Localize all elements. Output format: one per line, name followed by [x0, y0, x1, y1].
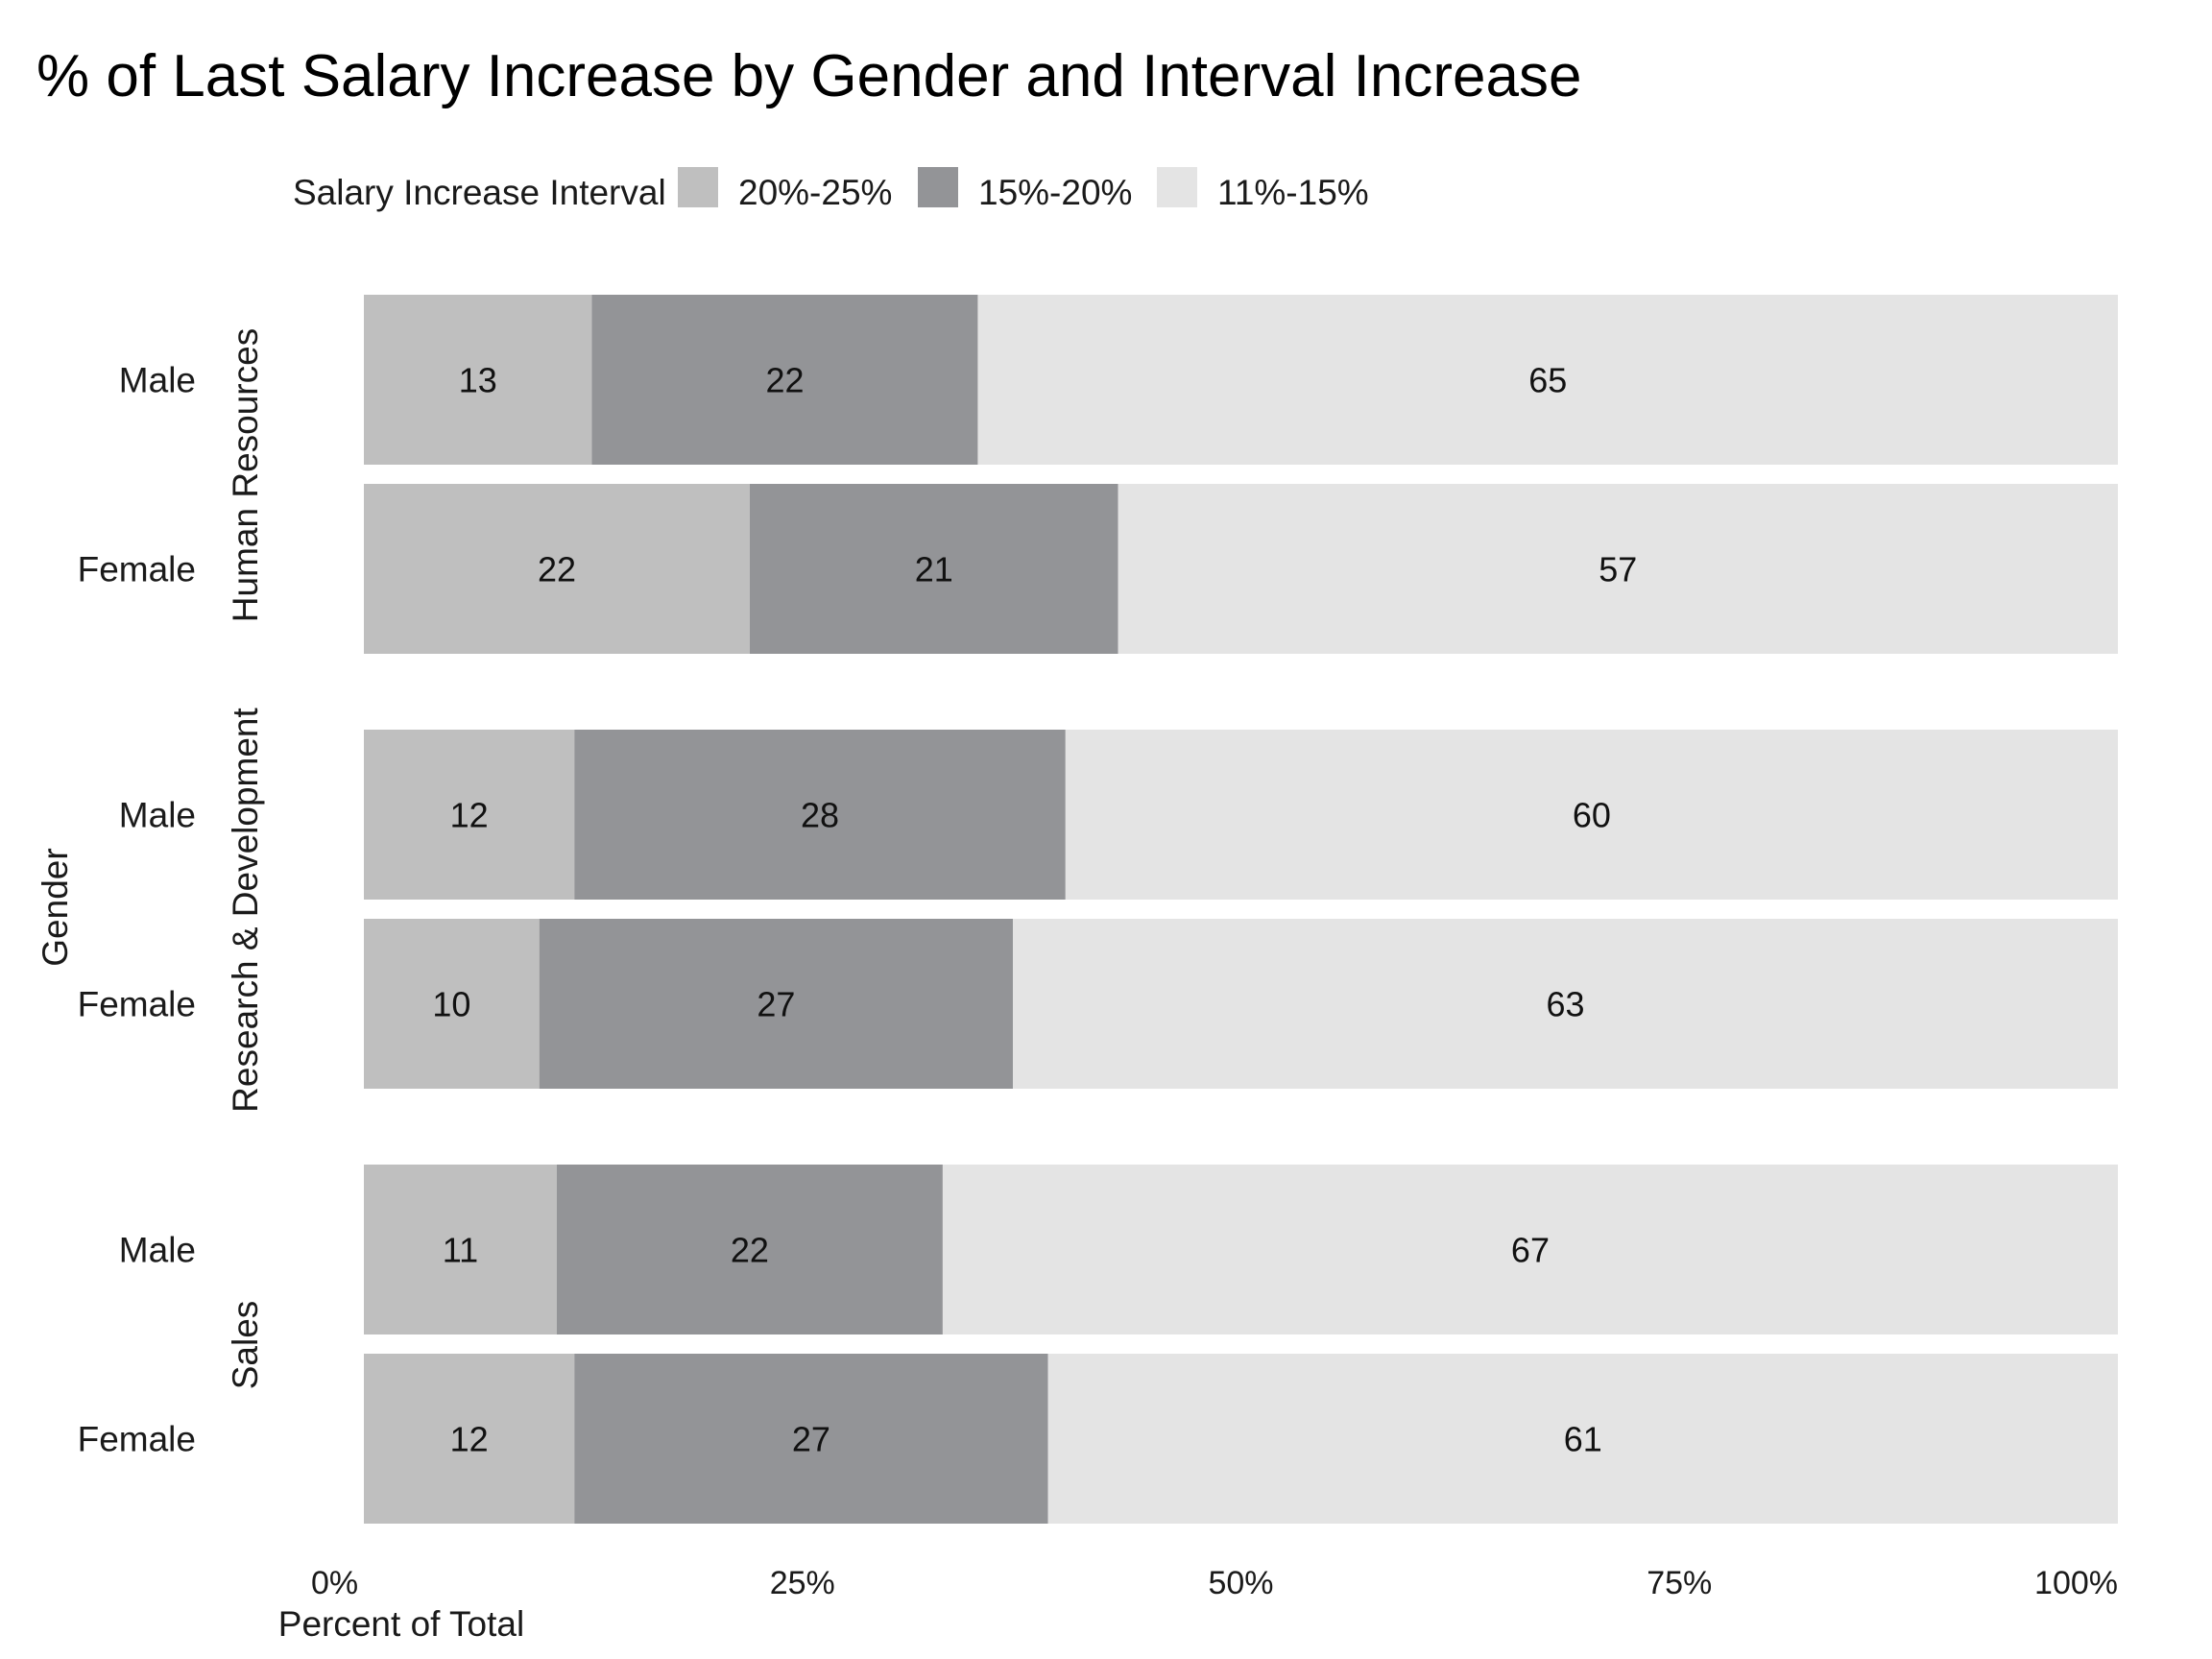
- facet-label-3: Sales: [226, 1301, 265, 1390]
- data-label-1-1-3: 65: [1528, 361, 1567, 400]
- bar-segment-2-2-2: [539, 919, 1013, 1089]
- category-label-1-2: Female: [78, 550, 196, 589]
- data-label-1-1-1: 13: [459, 361, 497, 400]
- data-label-3-2-3: 61: [1564, 1420, 1602, 1459]
- bar-segment-1-2-3: [1118, 484, 2118, 654]
- bar-segment-2-2-3: [1012, 919, 2118, 1089]
- bar-segment-1-2-1: [364, 484, 750, 654]
- bar-segment-1-1-2: [591, 295, 978, 465]
- y-axis-title: Gender: [36, 848, 75, 966]
- bar-segment-3-2-2: [574, 1354, 1048, 1524]
- bar-segment-3-1-1: [364, 1165, 557, 1334]
- facet-3: Sales Male 11 22 67 Female 12 27 61: [78, 1165, 2119, 1524]
- bar-segment-3-2-1: [364, 1354, 575, 1524]
- facet-label-1: Human Resources: [226, 328, 265, 622]
- bar-segment-2-1-2: [574, 730, 1066, 900]
- bar-segment-2-1-3: [1065, 730, 2118, 900]
- data-label-2-1-1: 12: [450, 796, 489, 835]
- chart-title: % of Last Salary Increase by Gender and …: [36, 43, 1581, 109]
- data-label-3-1-1: 11: [443, 1231, 478, 1270]
- data-label-3-1-3: 67: [1511, 1231, 1550, 1270]
- data-label-1-2-2: 21: [915, 550, 953, 589]
- bar-segment-3-2-3: [1047, 1354, 2118, 1524]
- x-tick-label-4: 75%: [1647, 1565, 1712, 1601]
- facet-label-2: Research & Development: [226, 707, 265, 1112]
- data-label-2-1-2: 28: [801, 796, 839, 835]
- bar-segment-3-1-3: [942, 1165, 2119, 1334]
- legend-swatch-2: [918, 167, 958, 207]
- bar-segment-2-1-1: [364, 730, 575, 900]
- data-label-3-2-1: 12: [450, 1420, 489, 1459]
- data-label-1-2-3: 57: [1599, 550, 1637, 589]
- category-label-3-2: Female: [78, 1420, 196, 1459]
- bar-segment-1-1-3: [977, 295, 2119, 465]
- data-label-2-1-3: 60: [1573, 796, 1611, 835]
- data-label-1-1-2: 22: [765, 361, 804, 400]
- bar-segment-1-1-1: [364, 295, 592, 465]
- bar-segment-2-2-1: [364, 919, 540, 1089]
- data-label-3-2-2: 27: [792, 1420, 830, 1459]
- legend: Salary Increase Interval 20%-25% 15%-20% 1…: [293, 167, 1369, 212]
- data-label-1-2-1: 22: [538, 550, 576, 589]
- x-axis-title: Percent of Total: [278, 1604, 524, 1644]
- legend-label-2: 15%-20%: [978, 173, 1132, 212]
- legend-swatch-1: [678, 167, 718, 207]
- legend-label-3: 11%-15%: [1217, 173, 1369, 212]
- plot-area: Human Resources Male 13 22 65 Female 22 21 57 Res…: [78, 295, 2119, 1601]
- data-label-2-2-3: 63: [1546, 985, 1584, 1024]
- category-label-3-1: Male: [119, 1231, 196, 1270]
- data-label-2-2-2: 27: [757, 985, 795, 1024]
- category-label-1-1: Male: [119, 361, 196, 400]
- category-label-2-2: Female: [78, 985, 196, 1024]
- x-tick-label-3: 50%: [1208, 1565, 1273, 1601]
- category-label-2-1: Male: [119, 796, 196, 835]
- facet-2: Research & Development Male 12 28 60 Female 10…: [78, 707, 2118, 1113]
- legend-swatch-3: [1157, 167, 1197, 207]
- x-tick-label-5: 100%: [2034, 1565, 2118, 1601]
- facet-1: Human Resources Male 13 22 65 Female 22 21 57: [78, 295, 2119, 654]
- data-label-2-2-1: 10: [432, 985, 470, 1024]
- x-tick-label-1: 0%: [311, 1565, 358, 1601]
- bar-segment-1-2-2: [749, 484, 1118, 654]
- x-tick-label-2: 25%: [770, 1565, 835, 1601]
- legend-label-1: 20%-25%: [738, 173, 892, 212]
- data-label-3-1-2: 22: [731, 1231, 769, 1270]
- legend-title: Salary Increase Interval: [293, 173, 666, 212]
- bar-segment-3-1-2: [556, 1165, 943, 1334]
